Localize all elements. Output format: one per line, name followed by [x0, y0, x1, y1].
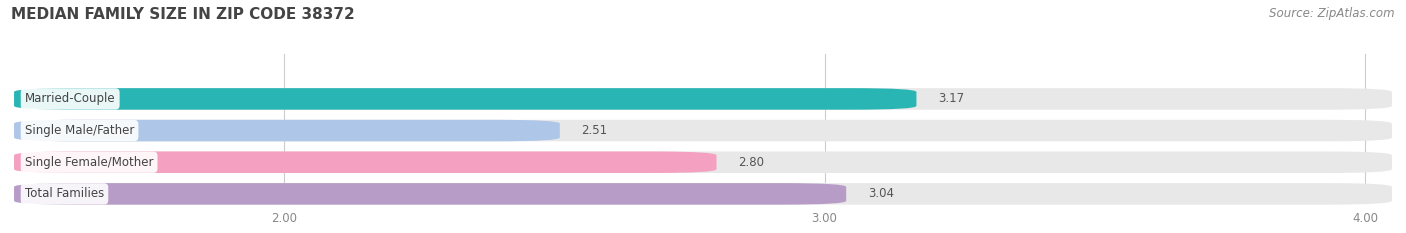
FancyBboxPatch shape	[14, 88, 1392, 110]
Text: Single Male/Father: Single Male/Father	[25, 124, 134, 137]
Text: MEDIAN FAMILY SIZE IN ZIP CODE 38372: MEDIAN FAMILY SIZE IN ZIP CODE 38372	[11, 7, 354, 22]
Text: Source: ZipAtlas.com: Source: ZipAtlas.com	[1270, 7, 1395, 20]
Text: 2.51: 2.51	[582, 124, 607, 137]
Text: Married-Couple: Married-Couple	[25, 93, 115, 105]
FancyBboxPatch shape	[14, 151, 717, 173]
FancyBboxPatch shape	[14, 183, 1392, 205]
Text: 3.04: 3.04	[868, 187, 894, 200]
FancyBboxPatch shape	[14, 120, 1392, 141]
FancyBboxPatch shape	[14, 120, 560, 141]
Text: Single Female/Mother: Single Female/Mother	[25, 156, 153, 169]
Text: Total Families: Total Families	[25, 187, 104, 200]
Text: 2.80: 2.80	[738, 156, 763, 169]
FancyBboxPatch shape	[14, 88, 917, 110]
FancyBboxPatch shape	[14, 183, 846, 205]
FancyBboxPatch shape	[14, 151, 1392, 173]
Text: 3.17: 3.17	[938, 93, 965, 105]
